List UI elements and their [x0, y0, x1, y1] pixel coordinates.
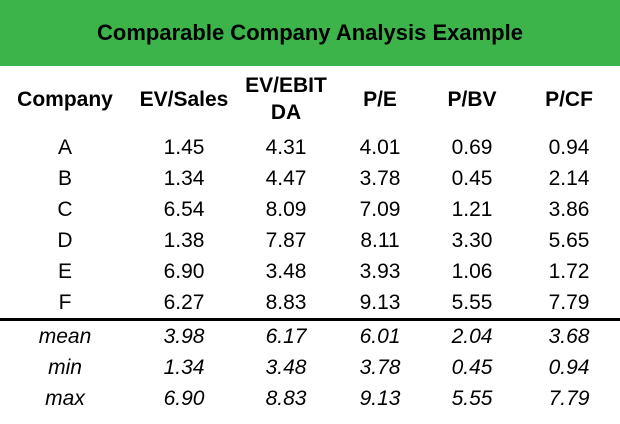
- cell-ev-sales: 6.27: [163, 291, 205, 314]
- header-pe: P/E: [363, 87, 397, 111]
- stats-row-min: min 1.34 3.48 3.78 0.45 0.94: [0, 352, 620, 383]
- cell-pbv: 3.30: [451, 229, 493, 252]
- cell-pcf: 3.86: [548, 198, 590, 221]
- cell-ev-ebitda: 3.48: [265, 356, 307, 379]
- cell-ev-sales: 3.98: [130, 318, 238, 352]
- header-pbv: P/BV: [447, 87, 497, 111]
- table-row: C 6.54 8.09 7.09 1.21 3.86: [0, 194, 620, 225]
- cell-pcf: 5.65: [548, 229, 590, 252]
- cell-pe: 6.01: [334, 318, 426, 352]
- stat-label: mean: [0, 318, 130, 352]
- cell-ev-ebitda: 6.17: [238, 318, 334, 352]
- cell-pbv: 0.45: [451, 167, 493, 190]
- cell-pe: 7.09: [359, 198, 401, 221]
- title-bar: Comparable Company Analysis Example: [0, 0, 620, 66]
- header-ev-ebitda: EV/EBIT DA: [238, 66, 334, 132]
- cell-ev-sales: 6.54: [163, 198, 205, 221]
- cell-ev-ebitda: 4.31: [265, 136, 307, 159]
- cell-ev-sales: 1.34: [163, 356, 205, 379]
- cell-company: F: [58, 291, 72, 314]
- cell-pbv: 5.55: [451, 387, 493, 410]
- cell-pbv: 0.45: [451, 356, 493, 379]
- cell-pe: 8.11: [360, 229, 400, 252]
- stat-label: min: [48, 356, 82, 379]
- header-ev-sales: EV/Sales: [139, 87, 229, 111]
- cell-ev-ebitda: 7.87: [265, 229, 307, 252]
- cell-ev-ebitda: 4.47: [265, 167, 307, 190]
- cell-pbv: 5.55: [451, 291, 493, 314]
- table-row: F 6.27 8.83 9.13 5.55 7.79: [0, 287, 620, 320]
- header-ev-ebitda-line1: EV/EBIT: [245, 74, 327, 97]
- header-row: Company EV/Sales EV/EBIT DA P/E P/BV P/C…: [0, 66, 620, 132]
- cell-company: A: [57, 136, 72, 159]
- cell-company: E: [57, 260, 72, 283]
- comparables-table: Company EV/Sales EV/EBIT DA P/E P/BV P/C…: [0, 66, 620, 414]
- cell-company: D: [57, 229, 73, 252]
- cell-pe: 3.93: [359, 260, 401, 283]
- cell-pe: 4.01: [359, 136, 401, 159]
- cell-pcf: 2.14: [548, 167, 590, 190]
- cell-pe: 9.13: [359, 387, 401, 410]
- cell-ev-ebitda: 8.09: [265, 198, 307, 221]
- table-row: A 1.45 4.31 4.01 0.69 0.94: [0, 132, 620, 163]
- cell-ev-sales: 1.45: [163, 136, 205, 159]
- stats-row-max: max 6.90 8.83 9.13 5.55 7.79: [0, 383, 620, 414]
- cell-company: B: [57, 167, 72, 190]
- cell-pe: 3.78: [359, 356, 401, 379]
- cell-pcf: 0.94: [548, 136, 590, 159]
- table-row: D 1.38 7.87 8.11 3.30 5.65: [0, 225, 620, 256]
- cell-ev-sales: 6.90: [163, 387, 205, 410]
- cell-ev-sales: 1.38: [163, 229, 205, 252]
- header-pcf: P/CF: [545, 87, 593, 111]
- cell-pcf: 1.72: [548, 260, 590, 283]
- cell-pbv: 1.06: [451, 260, 493, 283]
- header-ev-ebitda-line2: DA: [270, 101, 302, 124]
- cell-pe: 9.13: [359, 291, 401, 314]
- stats-row-mean: mean 3.98 6.17 6.01 2.04 3.68: [0, 318, 620, 352]
- cell-pcf: 3.68: [518, 318, 620, 352]
- stat-label: max: [45, 387, 85, 410]
- cell-pbv: 1.21: [451, 198, 493, 221]
- cell-ev-ebitda: 3.48: [265, 260, 307, 283]
- cell-pcf: 0.94: [548, 356, 590, 379]
- cell-ev-sales: 1.34: [163, 167, 205, 190]
- cell-pbv: 0.69: [451, 136, 493, 159]
- cell-pe: 3.78: [359, 167, 401, 190]
- cell-ev-sales: 6.90: [163, 260, 205, 283]
- table-row: E 6.90 3.48 3.93 1.06 1.72: [0, 256, 620, 287]
- page-title: Comparable Company Analysis Example: [97, 20, 523, 45]
- cell-ev-ebitda: 8.83: [265, 387, 307, 410]
- cell-company: C: [57, 198, 73, 221]
- table-row: B 1.34 4.47 3.78 0.45 2.14: [0, 163, 620, 194]
- cell-pbv: 2.04: [426, 318, 518, 352]
- header-company: Company: [17, 87, 113, 111]
- cell-ev-ebitda: 8.83: [265, 291, 307, 314]
- cell-pcf: 7.79: [548, 387, 590, 410]
- cell-pcf: 7.79: [548, 291, 590, 314]
